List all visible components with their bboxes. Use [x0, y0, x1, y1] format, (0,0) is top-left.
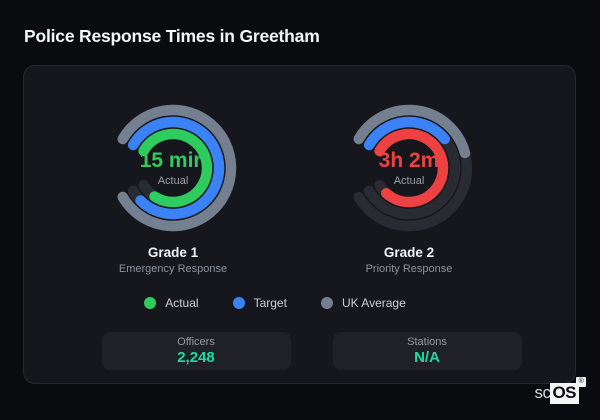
- legend: Actual Target UK Average: [24, 296, 526, 310]
- scos-logo: sc OS ®: [534, 377, 586, 404]
- officers-value: 2,248: [177, 349, 215, 366]
- grade-2-sublabel: Priority Response: [365, 263, 453, 275]
- gauge-grade-1: 15 min Actual Grade 1 Emergency Response: [55, 98, 291, 275]
- stations-label: Stations: [407, 336, 447, 348]
- grade-2-label: Grade 2: [383, 245, 435, 260]
- target-dot-icon: [232, 297, 245, 309]
- grade-1-gauge: 15 min Actual: [103, 98, 243, 238]
- stations-value: N/A: [414, 349, 440, 366]
- legend-item-target[interactable]: Target: [232, 296, 287, 310]
- grade-1-gauge-chart: [117, 104, 237, 232]
- legend-label-actual: Actual: [165, 296, 199, 310]
- uk-average-dot-icon: [320, 297, 333, 309]
- legend-item-actual[interactable]: Actual: [144, 296, 199, 310]
- legend-label-target: Target: [253, 296, 287, 310]
- response-times-panel: 15 min Actual Grade 1 Emergency Response…: [23, 65, 576, 384]
- grade-2-gauge: 3h 2m Actual: [339, 98, 479, 238]
- grade-2-gauge-chart: [353, 104, 473, 232]
- grade-1-label: Grade 1: [147, 245, 199, 260]
- registered-trademark-icon: ®: [576, 377, 586, 387]
- officers-card: Officers 2,248: [101, 332, 291, 370]
- page-title: Police Response Times in Greetham: [24, 26, 320, 46]
- officers-label: Officers: [177, 336, 215, 348]
- scos-logo-os-text: OS: [552, 383, 576, 402]
- legend-label-uk-average: UK Average: [341, 296, 406, 310]
- scos-logo-prefix: sc: [534, 383, 551, 402]
- scos-logo-suffix: OS ®: [550, 377, 586, 404]
- grade-1-sublabel: Emergency Response: [118, 263, 228, 275]
- gauge-grade-2: 3h 2m Actual Grade 2 Priority Response: [291, 98, 527, 275]
- legend-item-uk-average[interactable]: UK Average: [320, 296, 406, 310]
- actual-dot-icon: [144, 297, 157, 309]
- stations-card: Stations N/A: [332, 332, 522, 370]
- gauges-row: 15 min Actual Grade 1 Emergency Response…: [55, 98, 575, 275]
- stats-row: Officers 2,248 Stations N/A: [48, 332, 575, 370]
